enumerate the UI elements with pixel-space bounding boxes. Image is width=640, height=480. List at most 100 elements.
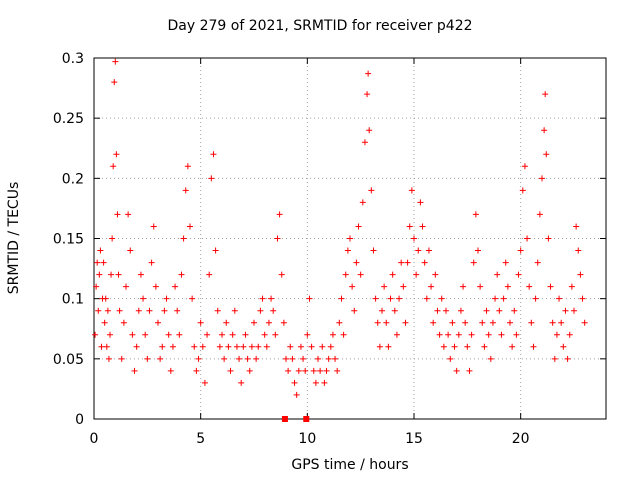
data-point xyxy=(573,223,580,230)
data-point xyxy=(347,235,353,242)
data-point xyxy=(189,295,196,302)
data-point xyxy=(274,235,281,242)
data-point xyxy=(150,223,157,230)
data-point xyxy=(201,379,208,386)
data-point xyxy=(449,319,456,326)
data-point xyxy=(524,235,531,242)
data-point xyxy=(244,355,251,362)
data-point xyxy=(172,283,179,290)
data-point xyxy=(246,367,253,374)
data-point xyxy=(219,331,225,338)
data-point xyxy=(114,211,121,218)
data-point xyxy=(157,355,164,362)
x-tick-label: 10 xyxy=(298,431,316,447)
data-point xyxy=(142,331,149,338)
data-point xyxy=(297,343,304,350)
data-point xyxy=(103,343,110,350)
data-point xyxy=(430,319,437,326)
data-point xyxy=(381,283,388,290)
data-point xyxy=(549,319,556,326)
data-point xyxy=(285,367,292,374)
data-point xyxy=(376,343,383,350)
data-point xyxy=(221,355,228,362)
data-point xyxy=(291,379,298,386)
data-point xyxy=(415,247,422,254)
data-point xyxy=(541,127,548,134)
data-point xyxy=(408,187,415,194)
data-point xyxy=(272,331,279,338)
data-point xyxy=(312,379,319,386)
data-point xyxy=(257,307,264,314)
data-point xyxy=(492,295,499,302)
data-point xyxy=(105,355,112,362)
data-point xyxy=(365,70,372,77)
data-point xyxy=(108,271,115,278)
data-point xyxy=(445,331,452,338)
data-point xyxy=(562,307,569,314)
data-point xyxy=(104,307,111,314)
data-point xyxy=(152,283,159,290)
data-point xyxy=(404,259,411,266)
data-point xyxy=(116,307,123,314)
data-point xyxy=(436,331,443,338)
data-point xyxy=(485,331,492,338)
data-point xyxy=(379,307,385,314)
data-point xyxy=(236,355,243,362)
data-point xyxy=(453,367,460,374)
data-point xyxy=(100,259,107,266)
data-point xyxy=(481,343,488,350)
data-points xyxy=(92,58,588,398)
data-point xyxy=(176,331,183,338)
data-point xyxy=(184,163,191,170)
data-point xyxy=(210,151,217,158)
data-point xyxy=(248,343,255,350)
data-point xyxy=(519,187,526,194)
data-point xyxy=(155,319,161,326)
data-point xyxy=(545,235,552,242)
data-point xyxy=(174,307,181,314)
y-tick-label: 0 xyxy=(75,412,84,428)
data-point xyxy=(509,343,516,350)
x-tick-label: 5 xyxy=(196,431,205,447)
square-marker xyxy=(303,416,310,422)
data-point xyxy=(521,163,528,170)
data-point xyxy=(526,283,533,290)
data-point xyxy=(163,295,170,302)
data-point xyxy=(338,295,345,302)
data-point xyxy=(129,331,136,338)
data-point xyxy=(342,271,349,278)
data-point xyxy=(102,295,109,302)
data-point xyxy=(137,271,144,278)
data-point xyxy=(169,343,176,350)
data-point xyxy=(466,367,473,374)
data-point xyxy=(361,139,368,146)
data-point xyxy=(96,271,103,278)
data-point xyxy=(468,331,475,338)
data-point xyxy=(543,151,550,158)
data-point xyxy=(566,331,573,338)
data-point xyxy=(306,295,313,302)
data-point xyxy=(423,295,430,302)
data-point xyxy=(421,259,428,266)
data-point xyxy=(460,283,467,290)
data-point xyxy=(368,187,375,194)
data-point xyxy=(251,319,257,326)
data-point xyxy=(359,199,366,206)
data-point xyxy=(93,283,100,290)
data-point xyxy=(334,367,341,374)
data-point xyxy=(419,223,426,230)
data-point xyxy=(517,247,524,254)
data-point xyxy=(577,271,584,278)
axis-ticks: 0 5 10 15 20 0 0.05 0.1 0.15 0.2 0.25 0.3 xyxy=(53,51,606,447)
data-point xyxy=(443,307,449,314)
data-point xyxy=(511,307,518,314)
data-point xyxy=(364,91,371,98)
data-point xyxy=(323,367,330,374)
data-point xyxy=(340,331,347,338)
data-point xyxy=(92,331,99,338)
data-point xyxy=(225,343,232,350)
x-tick-label: 15 xyxy=(405,431,423,447)
data-point xyxy=(349,283,356,290)
data-point xyxy=(475,247,481,254)
